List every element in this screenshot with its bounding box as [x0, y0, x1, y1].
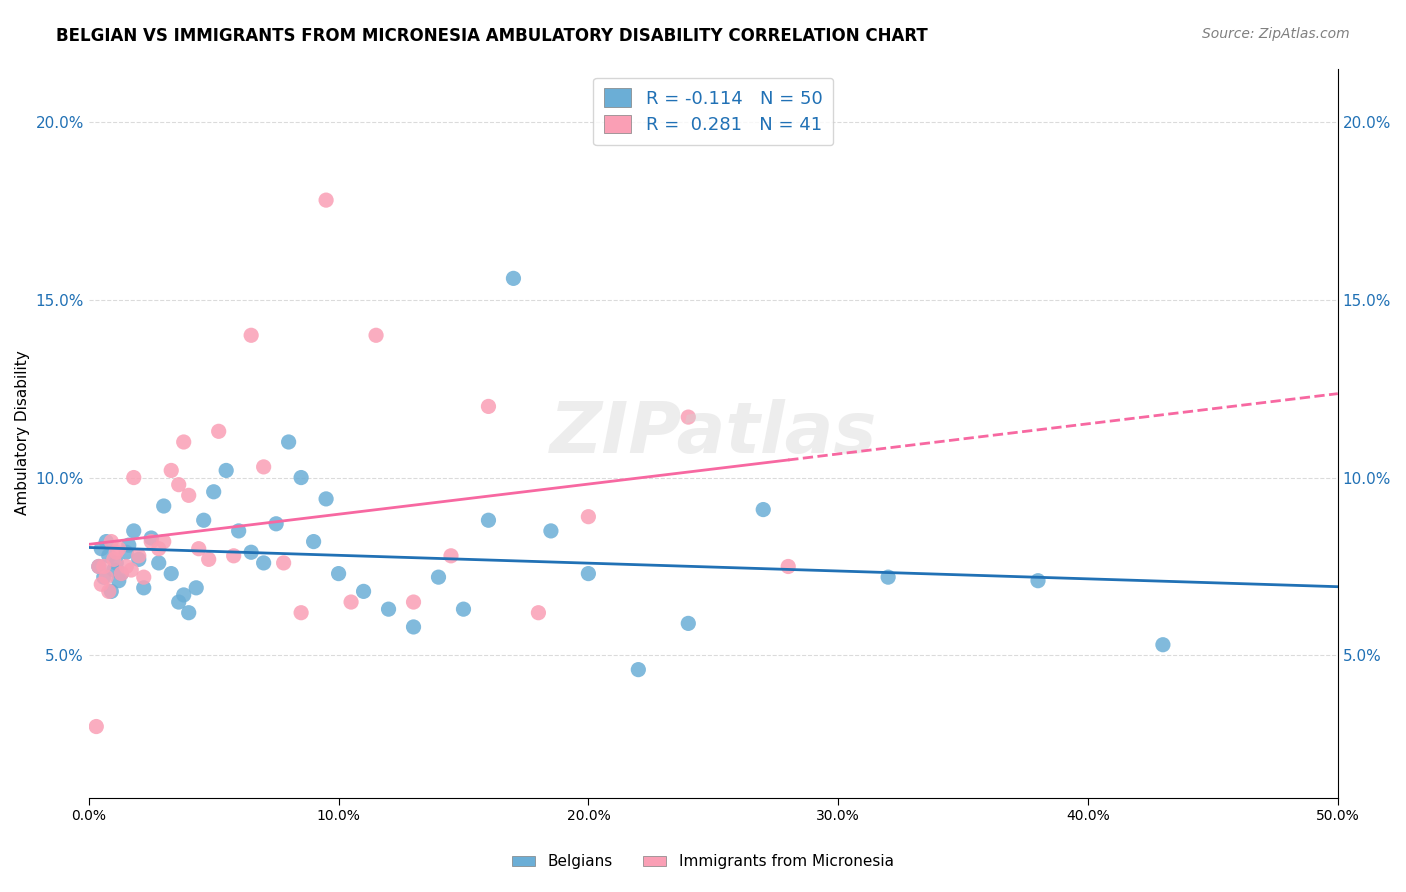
Point	[141, 531, 163, 545]
Point	[202, 484, 225, 499]
Point	[148, 541, 170, 556]
Point	[122, 524, 145, 538]
Point	[527, 606, 550, 620]
Point	[93, 570, 115, 584]
Point	[90, 577, 112, 591]
Point	[290, 606, 312, 620]
Point	[132, 570, 155, 584]
Point	[678, 616, 700, 631]
Point	[105, 556, 128, 570]
Point	[576, 509, 599, 524]
Point	[302, 534, 325, 549]
Point	[277, 435, 299, 450]
Point	[152, 534, 174, 549]
Point	[502, 271, 524, 285]
Point	[253, 556, 276, 570]
Legend: R = -0.114   N = 50, R =  0.281   N = 41: R = -0.114 N = 50, R = 0.281 N = 41	[593, 78, 834, 145]
Point	[132, 581, 155, 595]
Point	[115, 559, 138, 574]
Point	[627, 663, 650, 677]
Point	[107, 541, 129, 556]
Point	[427, 570, 450, 584]
Point	[228, 524, 250, 538]
Point	[107, 574, 129, 588]
Text: ZIPatlas: ZIPatlas	[550, 399, 877, 467]
Point	[87, 559, 110, 574]
Point	[173, 435, 195, 450]
Point	[100, 534, 122, 549]
Point	[167, 477, 190, 491]
Point	[167, 595, 190, 609]
Point	[253, 459, 276, 474]
Point	[264, 516, 287, 531]
Point	[222, 549, 245, 563]
Legend: Belgians, Immigrants from Micronesia: Belgians, Immigrants from Micronesia	[506, 848, 900, 875]
Point	[240, 328, 263, 343]
Point	[100, 584, 122, 599]
Point	[477, 400, 499, 414]
Point	[177, 488, 200, 502]
Point	[353, 584, 375, 599]
Point	[340, 595, 363, 609]
Point	[148, 556, 170, 570]
Point	[402, 620, 425, 634]
Point	[215, 463, 238, 477]
Text: Source: ZipAtlas.com: Source: ZipAtlas.com	[1202, 27, 1350, 41]
Point	[152, 499, 174, 513]
Point	[315, 491, 337, 506]
Point	[160, 463, 183, 477]
Point	[118, 538, 141, 552]
Point	[477, 513, 499, 527]
Point	[440, 549, 463, 563]
Point	[173, 588, 195, 602]
Point	[240, 545, 263, 559]
Point	[1152, 638, 1174, 652]
Point	[208, 425, 231, 439]
Point	[141, 534, 163, 549]
Point	[128, 552, 150, 566]
Text: BELGIAN VS IMMIGRANTS FROM MICRONESIA AMBULATORY DISABILITY CORRELATION CHART: BELGIAN VS IMMIGRANTS FROM MICRONESIA AM…	[56, 27, 928, 45]
Point	[290, 470, 312, 484]
Point	[752, 502, 775, 516]
Point	[97, 549, 120, 563]
Point	[187, 541, 209, 556]
Point	[377, 602, 399, 616]
Point	[315, 193, 337, 207]
Point	[105, 545, 128, 559]
Point	[877, 570, 900, 584]
Point	[96, 570, 118, 584]
Point	[540, 524, 562, 538]
Point	[453, 602, 475, 616]
Point	[115, 545, 138, 559]
Point	[120, 563, 142, 577]
Point	[778, 559, 800, 574]
Point	[90, 541, 112, 556]
Point	[84, 720, 107, 734]
Point	[197, 552, 219, 566]
Point	[93, 559, 115, 574]
Point	[1026, 574, 1049, 588]
Point	[128, 549, 150, 563]
Point	[364, 328, 387, 343]
Point	[97, 584, 120, 599]
Point	[186, 581, 208, 595]
Point	[678, 410, 700, 425]
Point	[122, 470, 145, 484]
Point	[328, 566, 350, 581]
Point	[576, 566, 599, 581]
Point	[402, 595, 425, 609]
Point	[87, 559, 110, 574]
Point	[110, 566, 132, 581]
Point	[110, 566, 132, 581]
Point	[177, 606, 200, 620]
Point	[103, 563, 125, 577]
Point	[103, 552, 125, 566]
Point	[160, 566, 183, 581]
Point	[273, 556, 295, 570]
Point	[193, 513, 215, 527]
Point	[96, 534, 118, 549]
Y-axis label: Ambulatory Disability: Ambulatory Disability	[15, 351, 30, 516]
